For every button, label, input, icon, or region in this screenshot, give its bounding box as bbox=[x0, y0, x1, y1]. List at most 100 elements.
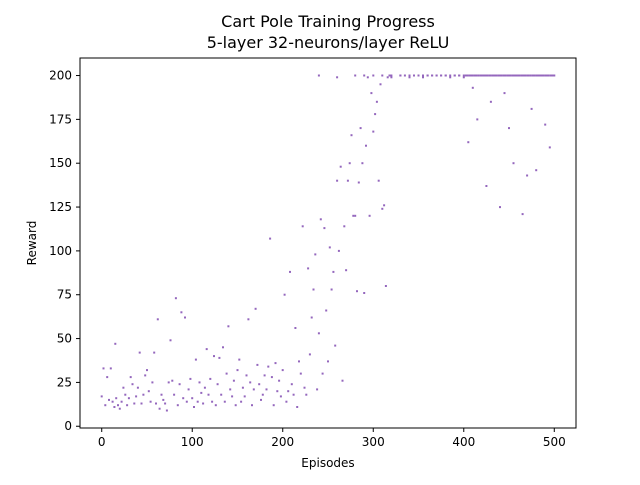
data-point bbox=[178, 383, 181, 386]
data-point bbox=[408, 76, 411, 79]
data-point bbox=[399, 74, 402, 77]
data-point bbox=[374, 113, 377, 116]
y-tick-label: 200 bbox=[49, 69, 72, 83]
x-tick-label: 200 bbox=[271, 435, 294, 449]
y-tick-label: 50 bbox=[57, 332, 72, 346]
data-point bbox=[390, 76, 393, 79]
data-point bbox=[231, 395, 234, 398]
data-point bbox=[508, 74, 510, 77]
data-point bbox=[544, 74, 547, 77]
data-point bbox=[169, 339, 172, 342]
data-point bbox=[363, 74, 366, 77]
data-point bbox=[111, 400, 114, 403]
data-point bbox=[106, 376, 109, 379]
data-point bbox=[467, 141, 470, 144]
data-point bbox=[289, 270, 291, 273]
data-point bbox=[357, 181, 360, 184]
data-point bbox=[174, 297, 177, 300]
data-point bbox=[440, 74, 443, 77]
data-point bbox=[108, 398, 110, 401]
data-point bbox=[549, 74, 552, 77]
data-point bbox=[102, 367, 105, 370]
data-point bbox=[449, 74, 452, 77]
data-point bbox=[480, 74, 483, 77]
data-point bbox=[236, 369, 239, 372]
plot-frame bbox=[79, 57, 577, 429]
data-point bbox=[426, 74, 429, 77]
data-point bbox=[495, 74, 498, 77]
data-point bbox=[202, 402, 205, 405]
data-point bbox=[489, 100, 492, 103]
x-tick-label: 500 bbox=[543, 435, 566, 449]
data-point bbox=[142, 393, 145, 396]
data-point bbox=[529, 74, 532, 77]
data-point bbox=[164, 402, 167, 405]
y-tick-label: 75 bbox=[57, 288, 72, 302]
data-point bbox=[218, 356, 221, 359]
data-point bbox=[203, 386, 206, 389]
data-point bbox=[294, 327, 297, 329]
data-point bbox=[489, 74, 492, 77]
data-point bbox=[547, 74, 550, 77]
data-point bbox=[462, 74, 465, 77]
data-point bbox=[296, 406, 299, 408]
data-point bbox=[341, 379, 344, 382]
x-axis-label: Episodes bbox=[301, 456, 354, 470]
data-point bbox=[185, 400, 188, 403]
data-point bbox=[136, 386, 139, 389]
data-point bbox=[476, 118, 479, 121]
data-point bbox=[413, 74, 415, 77]
data-point bbox=[180, 311, 183, 314]
data-point bbox=[120, 400, 123, 403]
data-point bbox=[319, 218, 322, 221]
data-point bbox=[187, 388, 190, 391]
data-point bbox=[251, 404, 253, 407]
data-point bbox=[256, 363, 259, 366]
data-point bbox=[531, 74, 534, 77]
data-point bbox=[336, 179, 339, 182]
data-point bbox=[384, 285, 387, 287]
data-point bbox=[542, 74, 545, 77]
data-point bbox=[243, 395, 246, 398]
data-point bbox=[431, 74, 434, 77]
data-point bbox=[533, 74, 536, 77]
data-point bbox=[274, 362, 277, 365]
data-point bbox=[124, 393, 127, 396]
data-point bbox=[361, 162, 364, 165]
data-point bbox=[127, 397, 130, 400]
y-tick-label: 0 bbox=[64, 419, 72, 433]
data-point bbox=[317, 74, 320, 77]
y-tick-label: 150 bbox=[49, 156, 72, 170]
data-points bbox=[100, 74, 556, 412]
data-point bbox=[234, 404, 237, 407]
data-point bbox=[269, 237, 272, 240]
data-point bbox=[144, 374, 147, 377]
data-point bbox=[471, 86, 474, 89]
y-tick-label: 100 bbox=[49, 244, 72, 258]
data-point bbox=[379, 83, 382, 86]
data-point bbox=[191, 397, 194, 400]
data-point bbox=[328, 246, 331, 249]
data-point bbox=[518, 74, 521, 77]
data-point bbox=[209, 377, 212, 380]
data-point bbox=[162, 398, 165, 401]
data-point bbox=[356, 290, 358, 293]
data-point bbox=[149, 400, 152, 403]
data-point bbox=[422, 74, 424, 77]
data-point bbox=[118, 407, 121, 410]
data-point bbox=[366, 76, 369, 79]
data-point bbox=[354, 74, 357, 77]
data-point bbox=[336, 76, 339, 79]
data-point bbox=[245, 374, 248, 377]
data-point bbox=[194, 358, 197, 361]
data-point bbox=[276, 390, 279, 393]
data-point bbox=[488, 74, 491, 77]
data-point bbox=[497, 74, 500, 77]
data-point bbox=[260, 398, 262, 401]
data-point bbox=[254, 307, 257, 310]
data-point bbox=[213, 355, 215, 358]
data-point bbox=[214, 404, 217, 407]
data-point bbox=[261, 393, 264, 396]
data-point bbox=[530, 107, 533, 110]
data-point bbox=[449, 76, 452, 79]
